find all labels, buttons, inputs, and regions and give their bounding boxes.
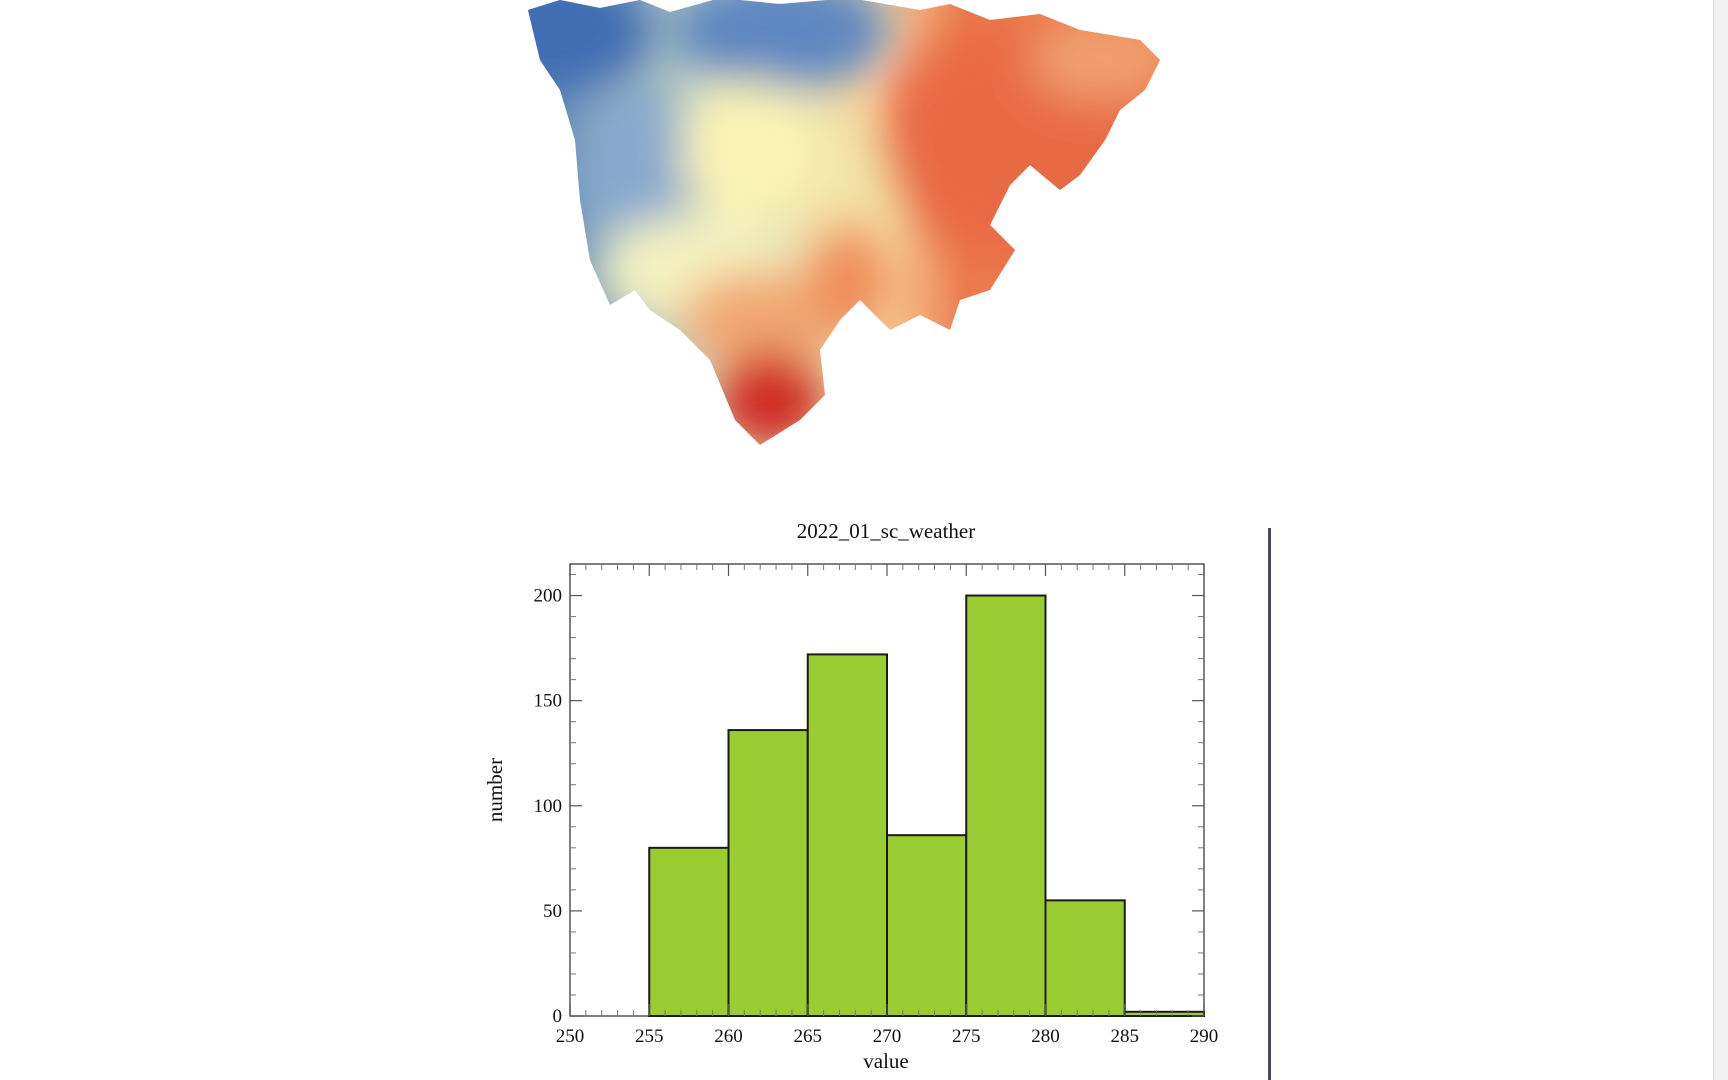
- y-tick-label: 100: [534, 796, 563, 817]
- histogram-bar: [886, 834, 968, 1018]
- y-axis-label: number: [483, 758, 507, 822]
- histogram-bar: [806, 653, 888, 1017]
- histogram-bar: [1044, 899, 1126, 1018]
- y-tick-label: 150: [534, 691, 563, 712]
- x-tick-label: 260: [714, 1026, 743, 1047]
- x-tick-label: 255: [635, 1026, 664, 1047]
- panel-divider: [1268, 528, 1271, 1080]
- x-tick-label: 250: [556, 1026, 585, 1047]
- x-tick-label: 265: [794, 1026, 823, 1047]
- histogram-bar: [1123, 1010, 1205, 1017]
- scrollbar[interactable]: [1713, 0, 1728, 1080]
- x-tick-label: 275: [952, 1026, 981, 1047]
- y-tick-label: 200: [534, 586, 563, 607]
- x-axis-ticks: 250 255 260 265 270 275 280 285 290: [556, 564, 1219, 1047]
- x-tick-label: 270: [873, 1026, 902, 1047]
- map-raster: [528, 0, 1160, 445]
- y-axis-ticks: 0 50 100 150 200: [534, 574, 1204, 1027]
- histogram-bar: [648, 846, 730, 1018]
- y-tick-label: 50: [543, 901, 562, 922]
- histogram-bar: [727, 729, 809, 1018]
- chart-title: 2022_01_sc_weather: [797, 519, 975, 543]
- x-axis-label: value: [863, 1049, 908, 1073]
- temperature-map: [528, 0, 1160, 445]
- x-tick-label: 285: [1111, 1026, 1140, 1047]
- x-tick-label: 280: [1031, 1026, 1060, 1047]
- bars-group: [648, 594, 1205, 1018]
- y-tick-label: 0: [553, 1006, 563, 1027]
- x-tick-label: 290: [1190, 1026, 1219, 1047]
- histogram-chart: 2022_01_sc_weather 250 255 260 265 270 275 280…: [483, 519, 1219, 1073]
- histogram-bar: [965, 594, 1047, 1017]
